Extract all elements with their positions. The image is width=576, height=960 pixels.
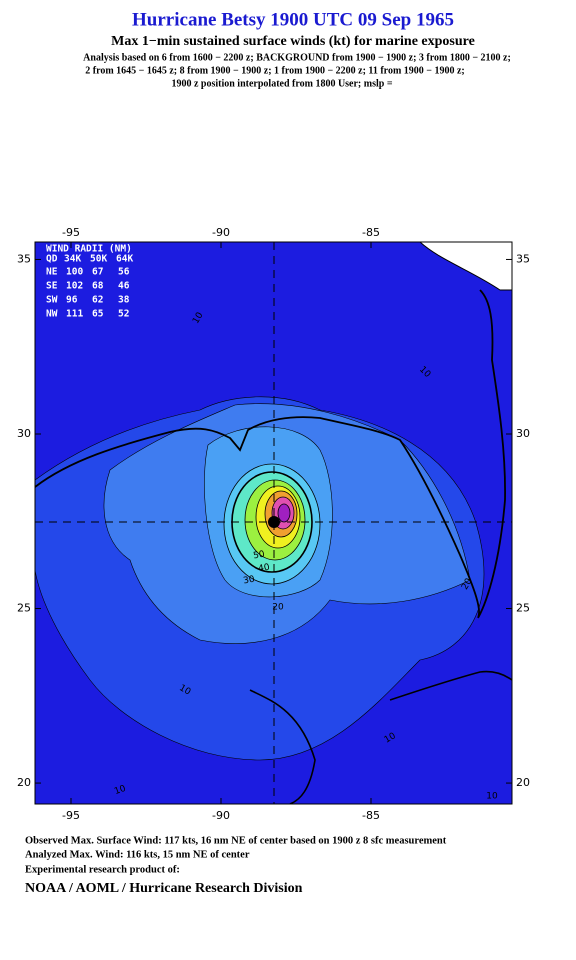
lat-label: 25 bbox=[516, 602, 530, 615]
lat-label: 20 bbox=[516, 776, 530, 789]
wind-radii-cell: 62 bbox=[92, 295, 103, 306]
wind-radii-cell: 100 bbox=[66, 267, 83, 278]
wind-radii-cell: 38 bbox=[118, 295, 130, 306]
wind-radii-cell: 46 bbox=[118, 281, 130, 292]
analysis-line: Analysis based on 6 from 1600 − 2200 z; … bbox=[83, 52, 511, 63]
wind-radii-cell: SW bbox=[46, 295, 58, 306]
wind-radii-cell: 52 bbox=[118, 309, 129, 320]
wind-radii-cell: 65 bbox=[92, 309, 104, 320]
wind-radii-cell: 102 bbox=[66, 281, 83, 292]
wind-radii-cell: 96 bbox=[66, 295, 78, 306]
wind-radii-col: 34K bbox=[64, 254, 81, 265]
footer-line: Analyzed Max. Wind: 116 kts, 15 nm NE of… bbox=[25, 849, 250, 860]
wind-radii-cell: 67 bbox=[92, 267, 103, 278]
lat-label: 25 bbox=[17, 602, 31, 615]
lat-label: 20 bbox=[17, 776, 31, 789]
footer-line: Experimental research product of: bbox=[25, 864, 180, 875]
wind-radii-col: 50K bbox=[90, 254, 107, 265]
wind-radii-cell: NW bbox=[46, 309, 58, 320]
wind-radii-col: 64K bbox=[116, 254, 133, 265]
footer-org: NOAA / AOML / Hurricane Research Divisio… bbox=[25, 881, 303, 896]
wind-radii-title: WIND RADII (NM) bbox=[46, 244, 132, 255]
lat-label: 30 bbox=[17, 427, 31, 440]
contour-label: 10 bbox=[113, 784, 127, 797]
title: Hurricane Betsy 1900 UTC 09 Sep 1965 bbox=[132, 9, 454, 30]
contour-label: 20 bbox=[272, 603, 284, 613]
lat-label: 35 bbox=[516, 252, 530, 265]
lat-label: 30 bbox=[516, 427, 530, 440]
contour-label: 10 bbox=[486, 792, 498, 802]
wind-radii-cell: 111 bbox=[66, 309, 83, 320]
lon-label: -95 bbox=[62, 809, 80, 822]
lon-label: -90 bbox=[212, 809, 230, 822]
contour-label: 50 bbox=[253, 550, 266, 562]
contour-label: 30 bbox=[243, 575, 256, 587]
wind-radii-table: WIND RADII (NM) QD 34K 50K 64K NE 100 67 56 SE 10… bbox=[46, 244, 133, 320]
lon-label: -85 bbox=[362, 809, 380, 822]
analysis-line: 1900 z position interpolated from 1800 U… bbox=[171, 78, 392, 89]
footer-line: Observed Max. Surface Wind: 117 kts, 16 … bbox=[25, 835, 447, 846]
wind-radii-cell: 68 bbox=[92, 281, 104, 292]
wind-radii-cell: 56 bbox=[118, 267, 130, 278]
wind-radii-col: QD bbox=[46, 254, 58, 265]
lon-label: -90 bbox=[212, 226, 230, 239]
lon-label: -95 bbox=[62, 226, 80, 239]
wind-radii-cell: SE bbox=[46, 281, 58, 292]
wind-field bbox=[35, 242, 512, 804]
contour-label: 40 bbox=[258, 563, 271, 575]
lon-label: -85 bbox=[362, 226, 380, 239]
map-frame bbox=[34, 241, 513, 805]
subtitle: Max 1−min sustained surface winds (kt) f… bbox=[111, 34, 475, 49]
wind-radii-cell: NE bbox=[46, 267, 58, 278]
lat-label: 35 bbox=[17, 252, 31, 265]
analysis-line: 2 from 1645 − 1645 z; 8 from 1900 − 1900… bbox=[85, 65, 465, 76]
